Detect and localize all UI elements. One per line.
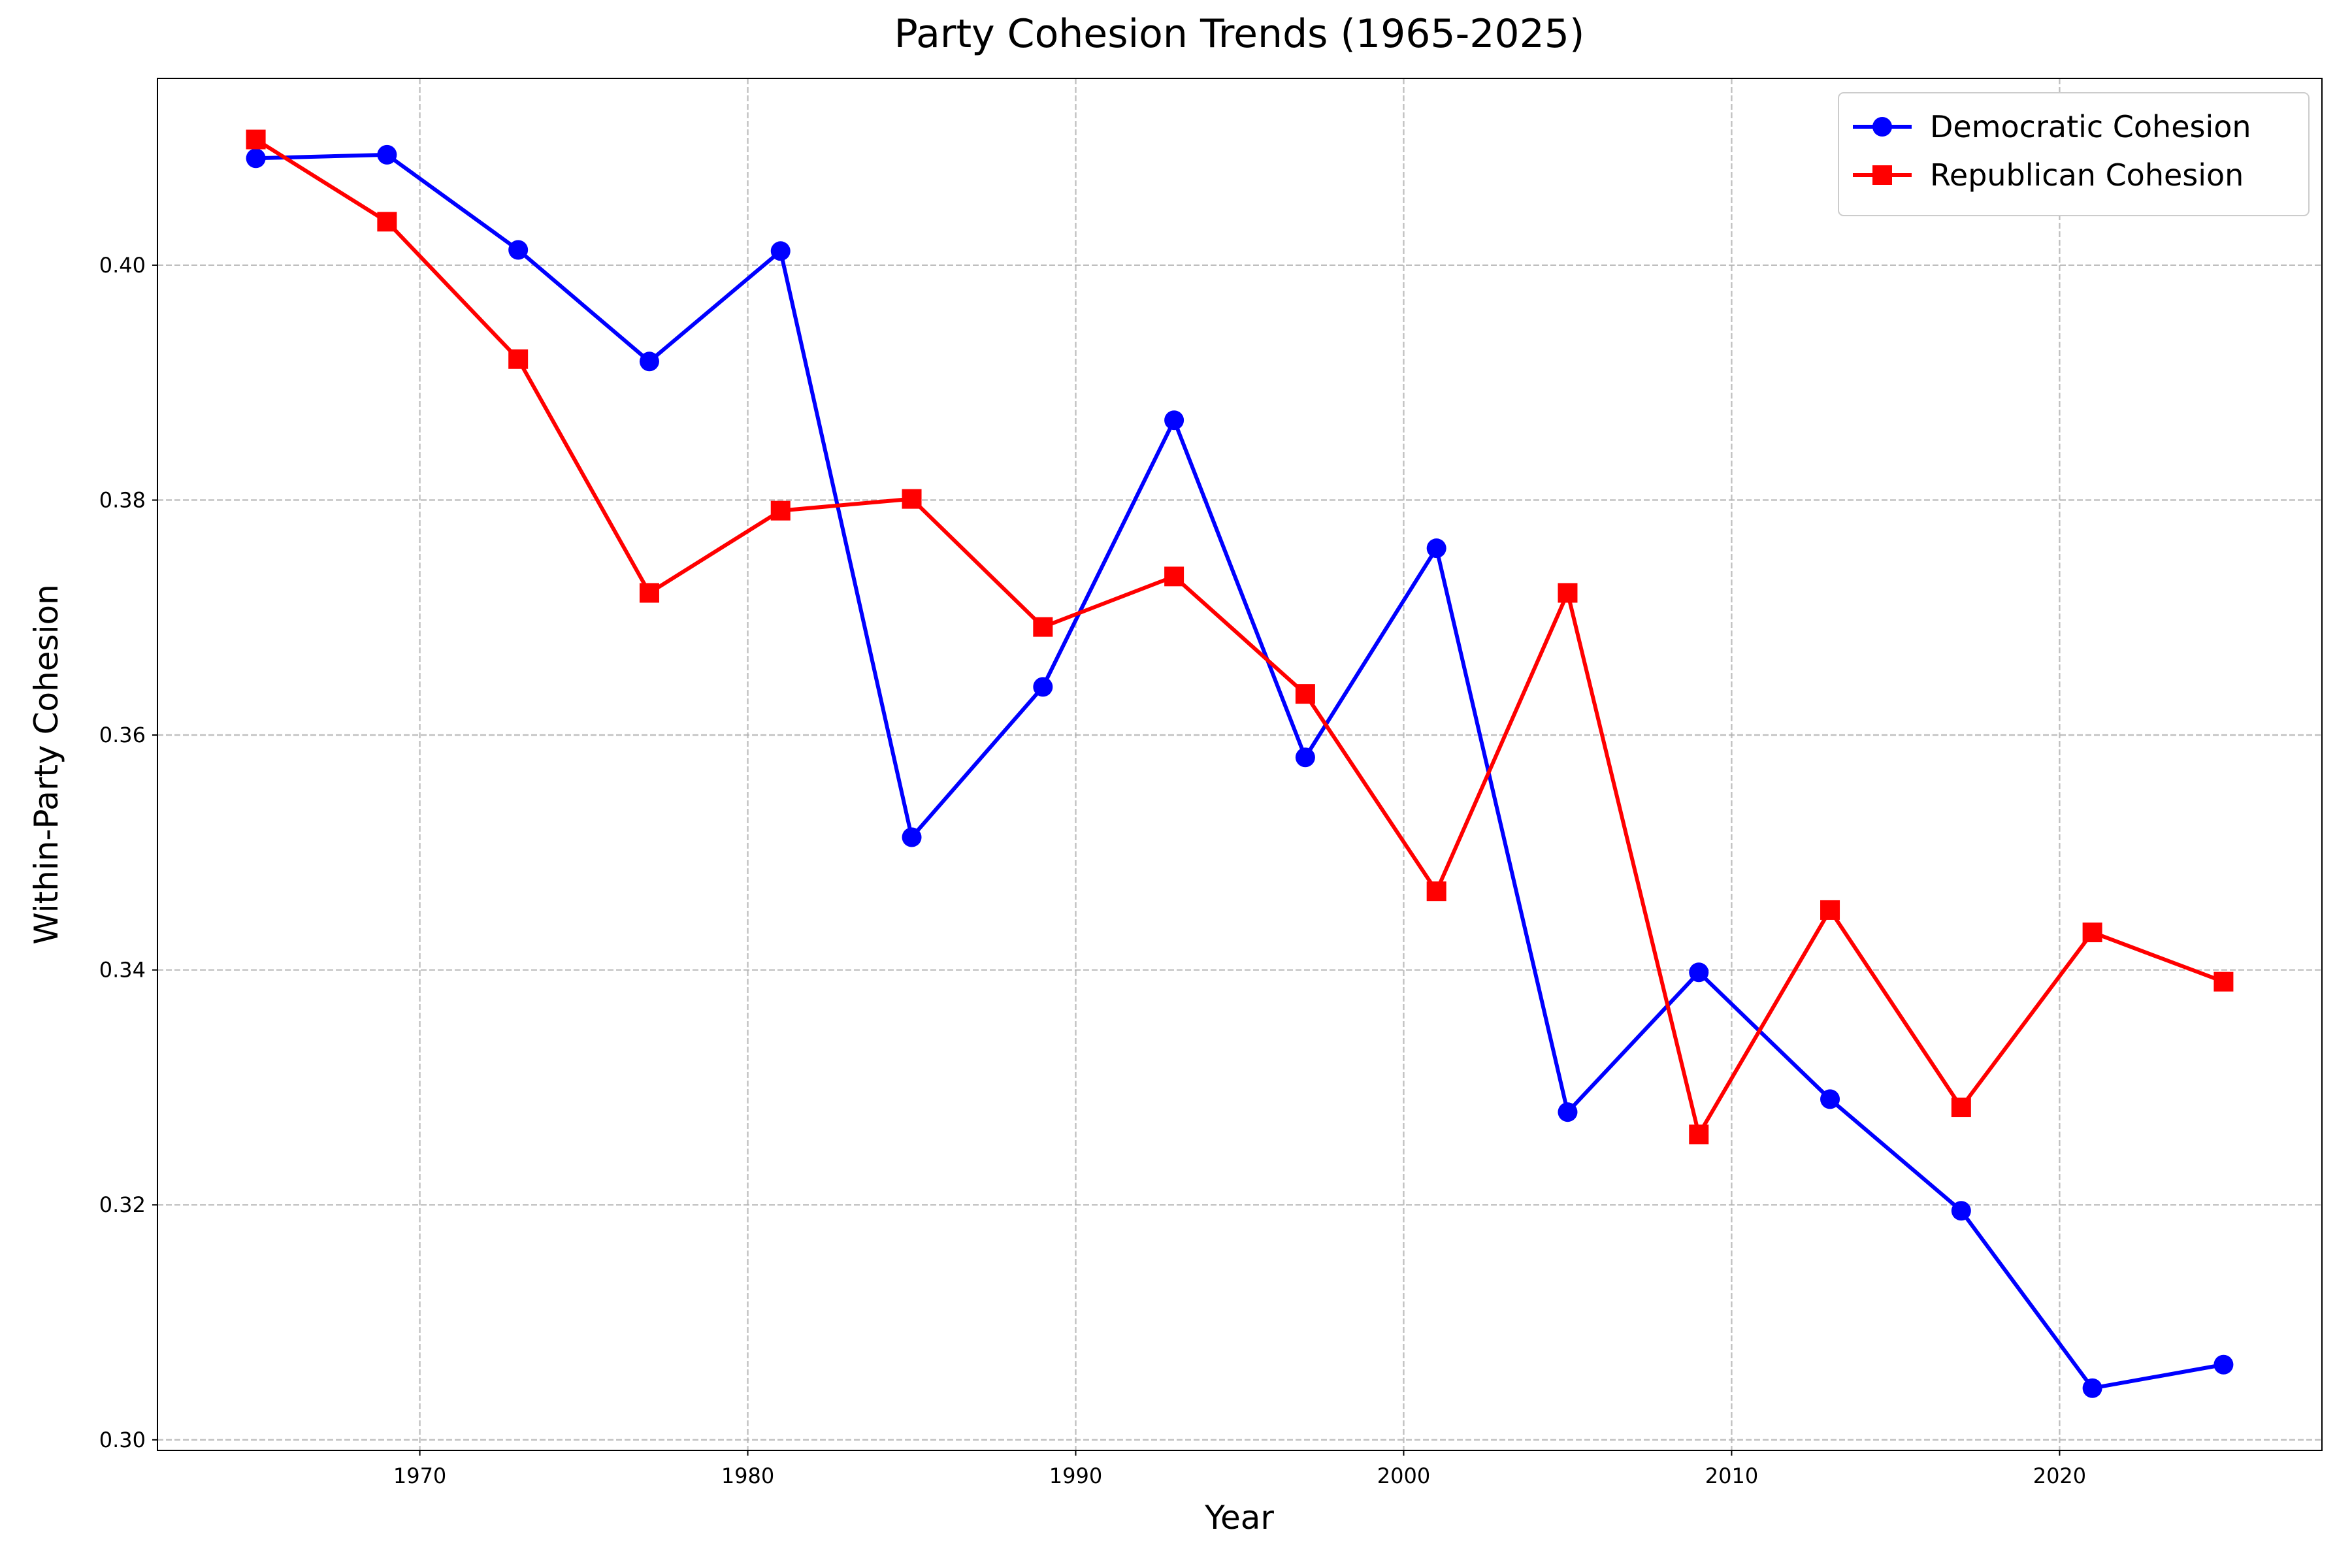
marker [2082, 923, 2102, 943]
marker [2213, 972, 2234, 992]
legend: Democratic Cohesion Republican Cohesion [1838, 92, 2310, 216]
x-tick-label: 2020 [2033, 1463, 2086, 1488]
chart-title: Party Cohesion Trends (1965-2025) [894, 11, 1585, 57]
marker [1164, 566, 1184, 587]
marker [1689, 1124, 1709, 1145]
y-axis-label: Within-Party Cohesion [27, 584, 65, 945]
marker [2213, 1354, 2234, 1375]
x-axis-label: Year [1204, 1499, 1274, 1537]
marker [1872, 165, 1892, 185]
legend-label: Republican Cohesion [1930, 157, 2244, 193]
x-tick-label: 2000 [1377, 1463, 1430, 1488]
marker [377, 212, 397, 232]
marker [1295, 747, 1315, 768]
y-tick-label: 0.30 [99, 1428, 146, 1452]
x-tick-label: 1990 [1049, 1463, 1102, 1488]
marker [1951, 1201, 1971, 1221]
series-line [255, 152, 2224, 1390]
series-line [254, 137, 2225, 1137]
marker [1558, 1102, 1578, 1122]
y-tick-label: 0.34 [99, 958, 146, 983]
marker [2082, 1378, 2102, 1398]
y-tick-label: 0.32 [99, 1192, 146, 1217]
marker [770, 241, 791, 261]
marker [1951, 1098, 1971, 1117]
marker [508, 240, 529, 260]
x-tick-label: 1970 [393, 1463, 446, 1488]
marker [377, 144, 397, 165]
marker [902, 827, 922, 847]
legend-label: Democratic Cohesion [1930, 109, 2251, 144]
marker [1033, 677, 1053, 697]
marker [1164, 410, 1184, 431]
marker [1820, 900, 1840, 920]
y-tick-label: 0.36 [99, 723, 146, 747]
marker [770, 500, 791, 521]
marker [639, 351, 659, 372]
marker [246, 129, 266, 150]
x-tick-label: 1980 [721, 1463, 774, 1488]
marker [246, 148, 266, 169]
x-tick-label: 2010 [1705, 1463, 1758, 1488]
marker [1033, 617, 1053, 637]
marker [1689, 962, 1709, 983]
y-tick-label: 0.38 [99, 487, 146, 512]
plot-frame [157, 78, 2323, 1451]
marker [1820, 1089, 1840, 1109]
marker [639, 583, 659, 603]
marker [1558, 583, 1578, 603]
marker [1872, 117, 1892, 137]
marker [1426, 881, 1446, 902]
marker [508, 349, 529, 369]
marker [902, 489, 922, 509]
marker [1295, 684, 1315, 704]
y-tick-label: 0.40 [99, 253, 146, 278]
legend-box [1838, 92, 2310, 216]
marker [1426, 538, 1446, 559]
